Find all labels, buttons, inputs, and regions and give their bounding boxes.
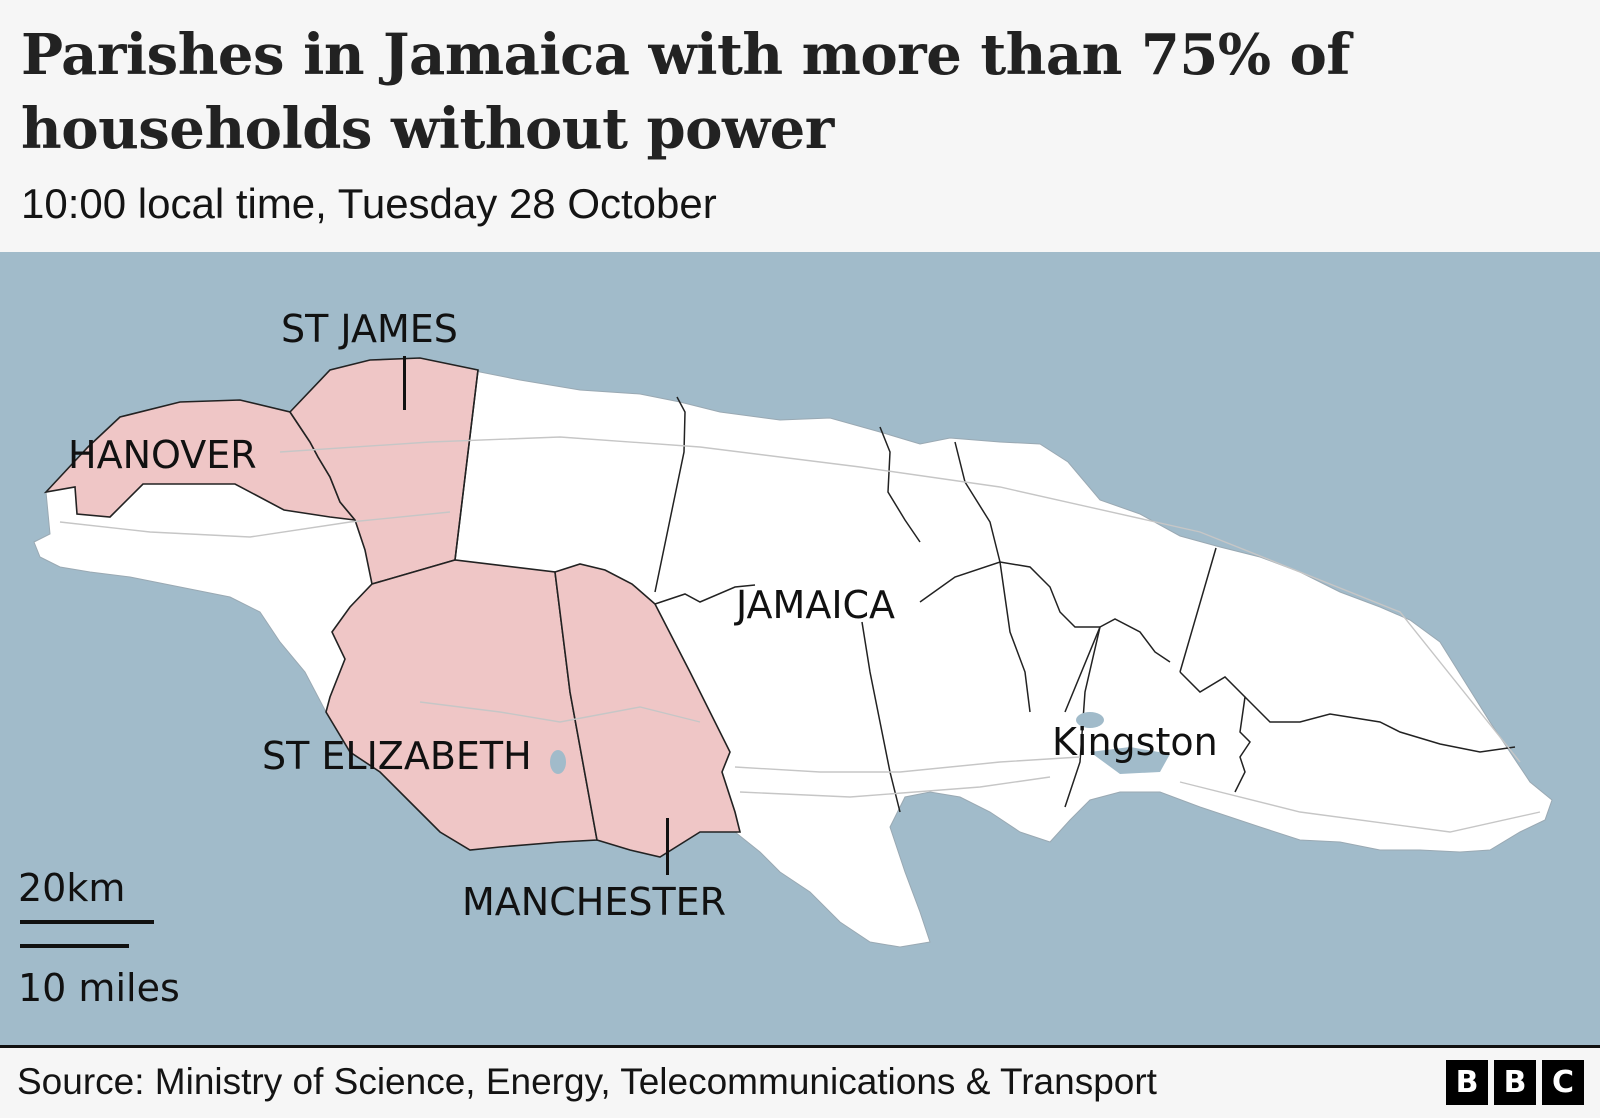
label-manchester: MANCHESTER	[462, 880, 727, 924]
footer-divider	[0, 1045, 1600, 1048]
roads	[59, 436, 1541, 833]
bbc-logo: B B C	[1446, 1060, 1584, 1105]
leader-line-manchester	[666, 818, 669, 875]
parish-manchester	[554, 563, 742, 858]
parish-st-elizabeth	[325, 559, 598, 851]
bbc-logo-c: C	[1542, 1060, 1584, 1105]
chart-subtitle: 10:00 local time, Tuesday 28 October	[21, 180, 717, 227]
label-jamaica: JAMAICA	[736, 583, 896, 627]
scale-bar-km	[20, 920, 154, 924]
bbc-logo-b2: B	[1494, 1060, 1536, 1105]
label-st-james: ST JAMES	[281, 307, 458, 351]
scale-bar-miles	[20, 944, 129, 948]
label-st-elizabeth: ST ELIZABETH	[262, 734, 532, 778]
scale-miles-label: 10 miles	[18, 966, 180, 1010]
leader-line-st-james	[403, 356, 406, 410]
jamaica-map: ST JAMES HANOVER JAMAICA ST ELIZABETH Ki…	[0, 252, 1600, 1045]
chart-header: Parishes in Jamaica with more than 75% o…	[0, 0, 1600, 252]
source-note: Source: Ministry of Science, Energy, Tel…	[17, 1061, 1157, 1102]
chart-footer: Source: Ministry of Science, Energy, Tel…	[0, 1048, 1600, 1118]
kingston-bay	[1090, 747, 1170, 774]
label-hanover: HANOVER	[68, 433, 257, 477]
map-graphic	[33, 357, 1553, 948]
parish-st-james	[288, 357, 479, 586]
label-kingston: Kingston	[1052, 720, 1218, 764]
kingston-harbour	[1076, 712, 1104, 728]
parish-borders	[454, 369, 1516, 813]
lake	[550, 750, 566, 774]
scale-km-label: 20km	[18, 866, 126, 910]
bbc-logo-b1: B	[1446, 1060, 1488, 1105]
chart-title: Parishes in Jamaica with more than 75% o…	[21, 22, 1350, 162]
